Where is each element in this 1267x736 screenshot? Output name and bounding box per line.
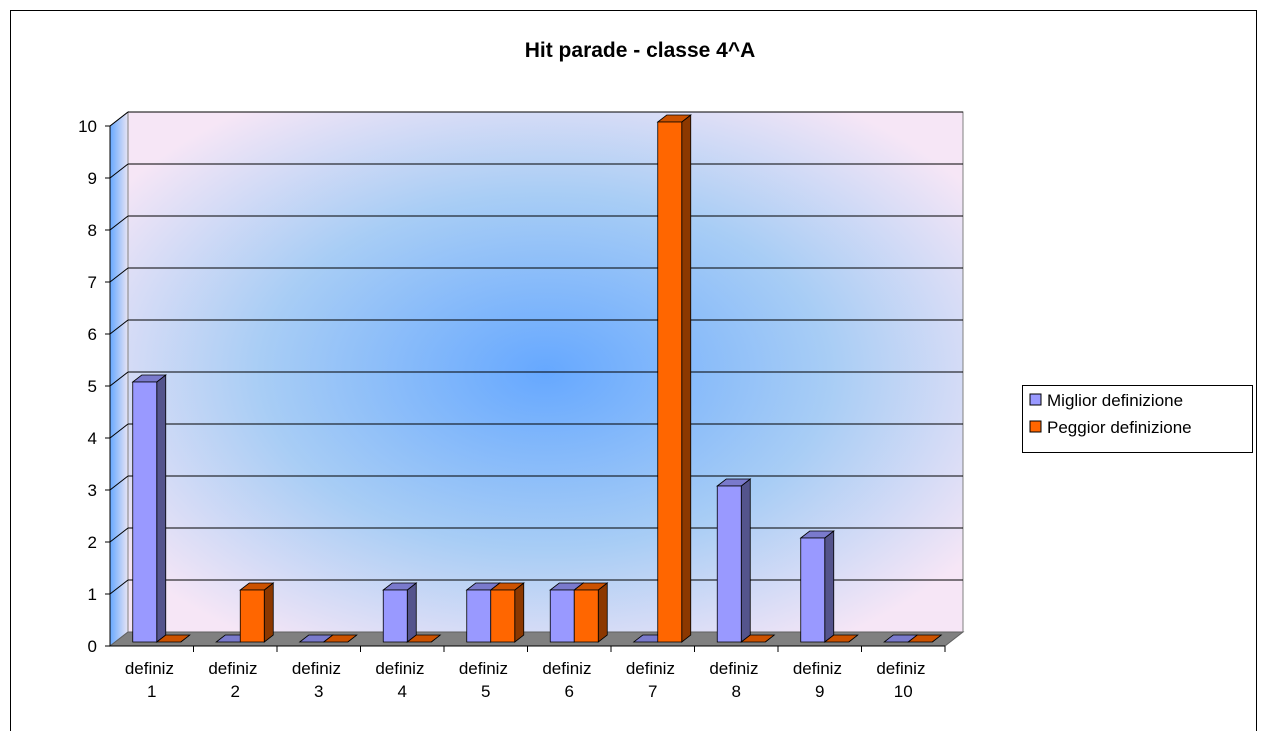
x-tick-label: definiz 8 [709, 659, 763, 701]
bar [573, 582, 609, 643]
y-tick-label: 5 [88, 377, 97, 396]
bar-front [800, 537, 826, 643]
legend-label: Peggior definizione [1047, 418, 1192, 437]
bar-top [406, 634, 442, 643]
bar [322, 634, 358, 643]
bar-side [824, 530, 835, 643]
bar-front [466, 589, 492, 643]
grid-line [109, 163, 129, 179]
y-tick-label: 3 [88, 481, 97, 500]
x-tick-label: definiz 10 [876, 659, 930, 701]
bar-front [490, 589, 516, 643]
bar [406, 634, 442, 643]
grid-line [109, 215, 129, 231]
bar [823, 634, 859, 643]
y-tick-label: 7 [88, 273, 97, 292]
y-tick-label: 1 [88, 585, 97, 604]
bar-front [549, 589, 575, 643]
bar-side [156, 374, 167, 643]
bar-side [681, 114, 692, 643]
grid-line [109, 319, 129, 335]
legend-swatch [1029, 420, 1042, 433]
bar-front [716, 485, 742, 643]
bar-top [740, 634, 776, 643]
grid-line [109, 579, 129, 595]
bar-front [239, 589, 265, 643]
grid-line [109, 267, 129, 283]
grid-line [109, 423, 129, 439]
grid-line [109, 475, 129, 491]
grid-line [109, 371, 129, 387]
x-tick-label: definiz 9 [793, 659, 847, 701]
y-tick-label: 4 [88, 429, 97, 448]
bar [656, 114, 692, 643]
chart-title: Hit parade - classe 4^A [525, 39, 756, 62]
x-tick-label: definiz 1 [125, 659, 179, 701]
bar [155, 634, 191, 643]
bar-side [514, 582, 525, 643]
grid-line [109, 527, 129, 543]
x-tick-label: definiz 4 [375, 659, 429, 701]
bar [489, 582, 525, 643]
legend-label: Miglior definizione [1047, 391, 1183, 410]
y-tick-label: 9 [88, 169, 97, 188]
legend [1022, 385, 1253, 453]
y-tick-label: 2 [88, 533, 97, 552]
bar-top [907, 634, 943, 643]
bar [131, 374, 167, 643]
legend-swatch [1029, 393, 1042, 406]
y-tick-label: 6 [88, 325, 97, 344]
bar-front [382, 589, 408, 643]
bar [239, 582, 275, 643]
bar-top [155, 634, 191, 643]
grid-line [109, 111, 129, 127]
bar [907, 634, 943, 643]
y-tick-label: 10 [78, 117, 97, 136]
bar-side [406, 582, 417, 643]
bar-side [597, 582, 608, 643]
bar-front [657, 121, 683, 643]
bar-side [263, 582, 274, 643]
x-tick-label: definiz 7 [626, 659, 680, 701]
bar-top [823, 634, 859, 643]
x-tick-label: definiz 2 [208, 659, 262, 701]
bar [740, 634, 776, 643]
x-tick-label: definiz 5 [459, 659, 513, 701]
y-tick-label: 8 [88, 221, 97, 240]
bar [799, 530, 835, 643]
x-tick-label: definiz 3 [292, 659, 346, 701]
bar-side [740, 478, 751, 643]
bar-top [322, 634, 358, 643]
x-tick-label: definiz 6 [542, 659, 596, 701]
bar [382, 582, 418, 643]
bar-front [132, 381, 158, 643]
y-tick-label: 0 [88, 637, 97, 656]
bar-front [573, 589, 599, 643]
bar [716, 478, 752, 643]
